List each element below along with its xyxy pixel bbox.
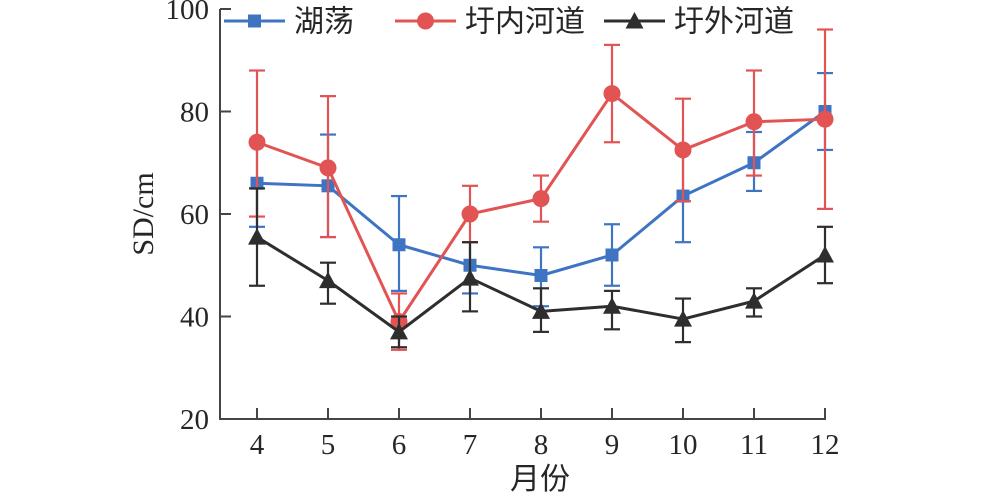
- series-outer-polder-channel: [248, 187, 834, 349]
- data-point-circle-icon: [674, 141, 692, 159]
- data-point-triangle-icon: [745, 292, 763, 309]
- legend-item-inner-polder-channel: 圩内河道: [395, 6, 585, 39]
- x-tick-label: 11: [740, 429, 768, 461]
- data-point-triangle-icon: [319, 271, 337, 289]
- y-tick-label: 100: [166, 0, 210, 26]
- x-tick-label: 6: [392, 429, 407, 461]
- legend-label: 圩内河道: [465, 6, 585, 39]
- x-tick-label: 4: [250, 429, 265, 461]
- data-point-triangle-icon: [674, 310, 692, 327]
- y-tick-label: 40: [180, 302, 209, 334]
- data-point-triangle-icon: [390, 322, 408, 340]
- legend-label: 湖荡: [294, 6, 354, 39]
- legend-triangle-icon: [625, 12, 644, 29]
- data-point-triangle-icon: [461, 269, 479, 286]
- data-point-square-icon: [534, 269, 548, 282]
- y-tick-label: 20: [180, 404, 209, 436]
- x-axis-title: 月份: [510, 463, 570, 496]
- x-tick-label: 9: [605, 429, 620, 461]
- data-point-triangle-icon: [603, 297, 621, 314]
- data-point-circle-icon: [461, 205, 479, 223]
- y-tick-label: 80: [180, 97, 209, 129]
- x-tick-label: 8: [534, 429, 549, 461]
- x-tick-label: 5: [321, 429, 336, 461]
- x-tick-label: 12: [811, 429, 840, 461]
- axis-spines: [219, 9, 826, 420]
- axes: 20 40 60 80 100 4 5 6 7 8 9 10 11 12 SD/cm 月份: [127, 0, 840, 496]
- data-point-circle-icon: [745, 113, 763, 131]
- data-point-square-icon: [605, 248, 619, 262]
- legend-label: 圩外河道: [674, 6, 794, 39]
- x-tick-label: 7: [463, 429, 478, 461]
- data-point-circle-icon: [816, 110, 834, 128]
- legend: 湖荡 圩内河道 圩外河道: [224, 6, 794, 39]
- data-point-triangle-icon: [816, 246, 834, 263]
- data-point-square-icon: [392, 238, 406, 252]
- data-point-triangle-icon: [248, 228, 266, 245]
- data-point-circle-icon: [319, 159, 337, 177]
- data-point-circle-icon: [603, 85, 621, 103]
- series-inner-polder-channel: [248, 28, 834, 351]
- legend-item-outer-polder-channel: 圩外河道: [604, 6, 794, 39]
- legend-square-icon: [248, 14, 261, 28]
- data-point-triangle-icon: [532, 302, 550, 319]
- legend-circle-icon: [417, 12, 434, 30]
- y-axis-title: SD/cm: [127, 172, 160, 255]
- data-point-circle-icon: [248, 133, 266, 151]
- data-point-circle-icon: [532, 190, 550, 208]
- y-tick-label: 60: [180, 199, 209, 231]
- legend-item-lake-marsh: 湖荡: [224, 6, 354, 39]
- x-tick-label: 10: [669, 429, 698, 461]
